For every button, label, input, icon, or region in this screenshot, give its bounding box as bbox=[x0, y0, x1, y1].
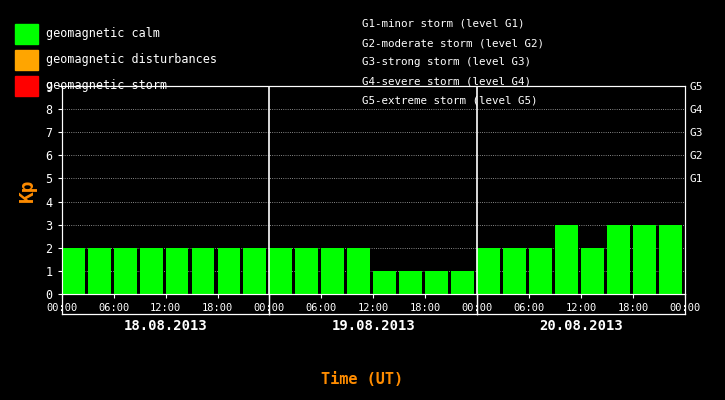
Bar bbox=[529, 248, 552, 294]
Text: G5-extreme storm (level G5): G5-extreme storm (level G5) bbox=[362, 96, 538, 106]
Bar bbox=[270, 248, 292, 294]
Bar bbox=[244, 248, 266, 294]
Text: geomagnetic calm: geomagnetic calm bbox=[46, 28, 160, 40]
Text: G1-minor storm (level G1): G1-minor storm (level G1) bbox=[362, 19, 525, 29]
Bar bbox=[399, 271, 422, 294]
Bar bbox=[347, 248, 370, 294]
Text: 18.08.2013: 18.08.2013 bbox=[124, 319, 207, 333]
Bar bbox=[88, 248, 110, 294]
Bar bbox=[62, 248, 85, 294]
Bar bbox=[659, 225, 682, 294]
Bar bbox=[451, 271, 474, 294]
Bar bbox=[114, 248, 136, 294]
Bar bbox=[321, 248, 344, 294]
Bar bbox=[581, 248, 604, 294]
Bar bbox=[191, 248, 215, 294]
Text: 19.08.2013: 19.08.2013 bbox=[331, 319, 415, 333]
Bar bbox=[218, 248, 241, 294]
Text: G4-severe storm (level G4): G4-severe storm (level G4) bbox=[362, 77, 531, 87]
Text: geomagnetic disturbances: geomagnetic disturbances bbox=[46, 54, 218, 66]
Text: 20.08.2013: 20.08.2013 bbox=[539, 319, 623, 333]
Bar bbox=[477, 248, 500, 294]
Bar bbox=[139, 248, 162, 294]
Bar bbox=[633, 225, 656, 294]
Bar bbox=[165, 248, 188, 294]
Bar bbox=[555, 225, 578, 294]
Text: Time (UT): Time (UT) bbox=[321, 372, 404, 388]
Bar bbox=[607, 225, 630, 294]
Bar bbox=[426, 271, 448, 294]
Bar bbox=[296, 248, 318, 294]
Text: G2-moderate storm (level G2): G2-moderate storm (level G2) bbox=[362, 38, 544, 48]
Bar bbox=[373, 271, 397, 294]
Text: G3-strong storm (level G3): G3-strong storm (level G3) bbox=[362, 58, 531, 68]
Bar bbox=[503, 248, 526, 294]
Text: geomagnetic storm: geomagnetic storm bbox=[46, 80, 167, 92]
Y-axis label: Kp: Kp bbox=[18, 178, 37, 202]
